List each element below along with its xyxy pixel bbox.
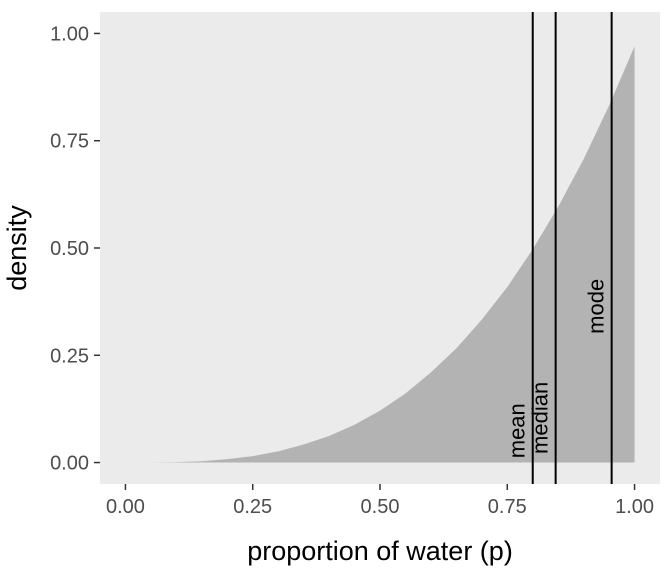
vline-label-median: median bbox=[528, 382, 553, 454]
y-tick-label: 0.25 bbox=[50, 345, 89, 367]
density-area bbox=[125, 46, 635, 463]
x-tick-label: 0.75 bbox=[488, 496, 527, 518]
x-axis-title: proportion of water (p) bbox=[247, 536, 513, 566]
vline-label-mode: mode bbox=[584, 279, 609, 334]
plot-panel-layer: 0.00 0.25 0.50 0.75 1.00 0.00 0.25 0.50 0.75 1.00… bbox=[50, 12, 660, 518]
x-tick-label: 1.00 bbox=[615, 496, 654, 518]
x-tick-label: 0.25 bbox=[233, 496, 272, 518]
y-tick-label: 0.75 bbox=[50, 131, 89, 153]
y-tick-label: 1.00 bbox=[50, 23, 89, 45]
y-tick-label: 0.50 bbox=[50, 238, 89, 260]
x-tick-label: 0.50 bbox=[361, 496, 400, 518]
y-tick-label: 0.00 bbox=[50, 453, 89, 475]
x-tick-label: 0.00 bbox=[106, 496, 145, 518]
vline-label-mean: mean bbox=[505, 403, 530, 458]
y-axis-title: density bbox=[2, 205, 32, 291]
